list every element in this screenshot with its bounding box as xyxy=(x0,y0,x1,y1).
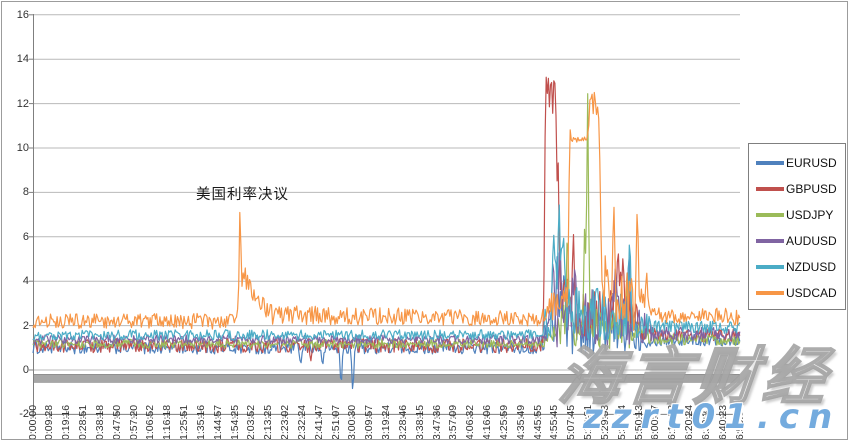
x-axis-label: 3:38:15 xyxy=(413,404,426,440)
x-axis-label: 2:51:07 xyxy=(329,404,342,440)
y-axis-label: 0 xyxy=(22,364,29,376)
x-axis-label: 1:25:51 xyxy=(178,404,190,440)
x-axis-label: 3:57:09 xyxy=(447,404,460,440)
watermark-site-url: zzrt01.cn xyxy=(583,397,842,437)
x-axis-label: 2:13:25 xyxy=(262,404,275,440)
legend-line-swatch xyxy=(756,291,784,295)
y-axis-label: 4 xyxy=(22,275,29,288)
legend-label: GBPUSD xyxy=(786,182,837,196)
x-axis-label: 0:00:00 xyxy=(26,404,39,440)
legend-label: USDCAD xyxy=(786,286,837,300)
legend-line-swatch xyxy=(756,239,784,243)
x-axis-label: 1:54:25 xyxy=(228,404,241,440)
x-axis-label: 3:28:46 xyxy=(396,404,409,440)
y-axis-label: 16 xyxy=(16,8,29,21)
event-annotation: 美国利率决议 xyxy=(196,187,289,203)
x-axis-label: 1:44:57 xyxy=(211,404,224,440)
legend-item: USDCAD xyxy=(749,280,845,306)
x-axis-label: 0:09:28 xyxy=(43,404,56,440)
x-axis-label: 4:35:49 xyxy=(514,404,527,440)
legend-item: AUDUSD xyxy=(749,228,845,254)
legend-item: EURUSD xyxy=(749,150,845,176)
x-axis-label: 2:32:24 xyxy=(295,404,308,440)
legend-label: AUDUSD xyxy=(786,234,837,248)
x-axis-label: 1:16:18 xyxy=(161,404,174,440)
x-axis-label: 2:23:02 xyxy=(279,404,291,440)
x-axis-label: 4:25:59 xyxy=(497,404,510,440)
legend-item: NZDUSD xyxy=(749,254,845,280)
legend-item: USDJPY xyxy=(749,202,845,228)
y-axis-label: 6 xyxy=(22,230,29,243)
x-axis-label: 2:03:52 xyxy=(245,404,258,440)
legend-label: EURUSD xyxy=(786,156,837,170)
x-axis-label: 4:06:32 xyxy=(464,404,477,440)
x-axis-label: 1:35:16 xyxy=(194,404,207,440)
x-axis-label: 4:45:55 xyxy=(531,404,544,440)
legend-label: USDJPY xyxy=(786,208,834,222)
y-axis-label: 8 xyxy=(22,186,29,199)
y-axis-label: 12 xyxy=(16,97,29,110)
x-axis-label: 3:00:30 xyxy=(346,404,359,440)
legend-item: GBPUSD xyxy=(749,176,845,202)
x-axis-label: 3:19:24 xyxy=(380,404,392,440)
x-axis-label: 0:28:51 xyxy=(77,404,89,440)
x-axis-label: 0:47:50 xyxy=(110,404,123,440)
x-axis-label: 0:19:16 xyxy=(60,404,73,440)
legend-line-swatch xyxy=(756,265,784,269)
y-axis-label: 14 xyxy=(16,53,29,66)
x-axis-label: 4:16:06 xyxy=(481,404,493,440)
legend-line-swatch xyxy=(756,161,784,165)
x-axis-label: 0:57:20 xyxy=(127,404,140,440)
x-axis-label: 1:06:52 xyxy=(144,404,157,440)
x-axis-label: 3:47:36 xyxy=(430,404,443,440)
legend-line-swatch xyxy=(756,187,784,191)
y-axis-label: -2 xyxy=(19,408,29,421)
legend-line-swatch xyxy=(756,213,784,217)
x-axis-label: 0:38:18 xyxy=(93,404,106,440)
y-axis-label: 2 xyxy=(22,319,29,332)
legend: EURUSD GBPUSD USDJPY AUDUSD NZDUSD USDCAD xyxy=(748,143,846,310)
legend-label: NZDUSD xyxy=(786,260,836,274)
x-axis-label: 2:41:47 xyxy=(312,404,325,440)
x-axis-label: 3:09:57 xyxy=(363,404,376,440)
y-axis-label: 10 xyxy=(16,142,29,154)
